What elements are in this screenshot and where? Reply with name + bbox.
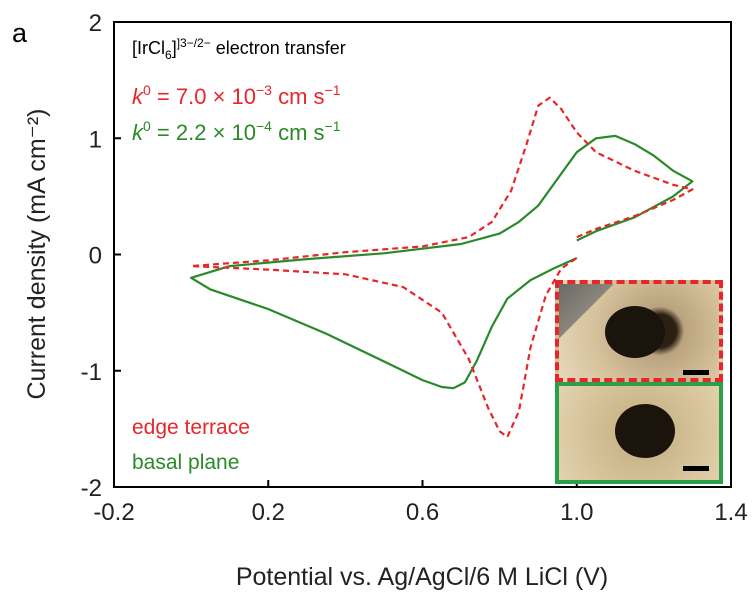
y-tick-label: 1 [89,126,102,153]
basal-plane-micrograph [555,382,723,484]
reaction-annotation: [IrCl6]]3−/2− electron transfer [132,36,346,62]
edge-terrace-curve [190,96,694,439]
x-tick-label: -0.2 [93,499,134,526]
k-edge-annotation: k0 = 7.0 × 10−3 cm s−1 [132,82,341,109]
axis-ticks: -0.2 0.2 0.6 1.0 1.4 -2 -1 0 1 2 [81,10,748,526]
x-tick-label: 0.2 [252,499,285,526]
y-tick-label: -2 [81,475,102,502]
y-tick-label: -1 [81,359,102,386]
droplet-image [605,306,665,358]
y-axis-label: Current density (mA cm⁻²) [23,108,51,399]
x-axis-label: Potential vs. Ag/AgCl/6 M LiCl (V) [236,563,608,591]
k-basal-annotation: k0 = 2.2 × 10−4 cm s−1 [132,118,341,145]
scale-bar [683,466,709,471]
x-tick-label: 1.4 [714,499,747,526]
series-layer [190,96,694,439]
legend-basal-plane: basal plane [132,451,239,474]
legend-edge-terrace: edge terrace [132,416,250,439]
edge-terrace-micrograph [555,280,723,382]
scale-bar [683,370,709,375]
x-tick-label: 1.0 [560,499,593,526]
x-tick-label: 0.6 [406,499,439,526]
droplet-image [615,404,675,458]
basal-plane-curve [190,134,694,390]
y-tick-label: 0 [89,243,102,270]
y-tick-label: 2 [89,10,102,37]
panel-label: a [12,18,28,48]
